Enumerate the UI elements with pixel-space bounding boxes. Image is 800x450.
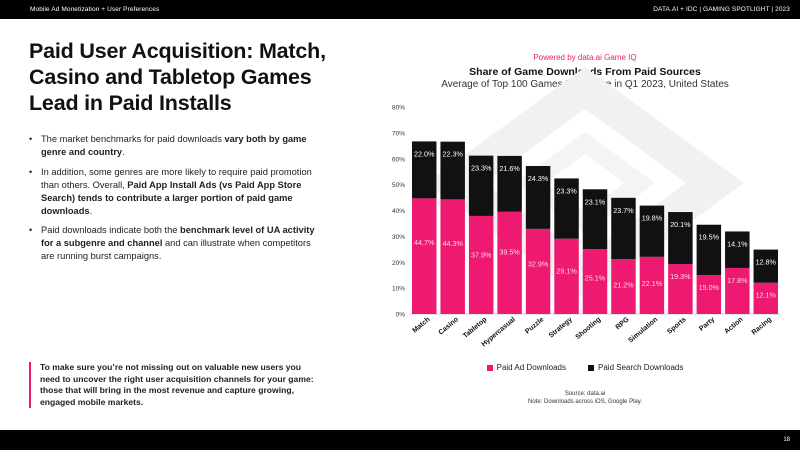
chart-area: Powered by data.ai Game IQ Share of Game… <box>380 48 790 418</box>
data-label-paid-ad: 22.1% <box>642 279 663 288</box>
legend-label-paid-ad: Paid Ad Downloads <box>496 363 566 372</box>
data-label-paid-search: 21.6% <box>499 164 520 173</box>
y-tick-label: 0% <box>396 312 406 319</box>
data-label-paid-ad: 19.3% <box>670 272 691 281</box>
data-label-paid-ad: 15.0% <box>699 283 720 292</box>
bar-paid-ad <box>411 198 437 314</box>
data-label-paid-ad: 12.1% <box>756 291 777 300</box>
page-number: 18 <box>783 437 790 443</box>
bar-paid-search <box>668 212 693 265</box>
legend-item-paid-ad: Paid Ad Downloads <box>486 363 566 372</box>
bullet-item: Paid downloads indicate both the benchma… <box>28 224 320 263</box>
data-label-paid-ad: 44.7% <box>414 238 435 247</box>
legend-item-paid-search: Paid Search Downloads <box>588 363 683 372</box>
source-note: Source: data.ai Note: Downloads across i… <box>380 390 790 406</box>
data-label-paid-search: 19.8% <box>642 214 663 223</box>
data-label-paid-ad: 29.1% <box>556 266 577 275</box>
data-label-paid-search: 23.3% <box>556 186 577 195</box>
data-label-paid-search: 22.3% <box>442 150 463 159</box>
data-label-paid-search: 23.3% <box>471 164 492 173</box>
bullet-item: The market benchmarks for paid downloads… <box>28 133 320 159</box>
bar-paid-search <box>468 155 494 216</box>
x-tick-label: Match <box>412 316 432 334</box>
bar-paid-search <box>696 224 722 276</box>
bar-paid-search <box>582 189 608 250</box>
stacked-bar-chart: 0% 10% 20% 30% 40% 50% 60% 70% 80% 44.7% 22.0% 44.… <box>392 66 780 348</box>
data-label-paid-search: 14.1% <box>727 239 748 248</box>
bar-paid-search <box>725 231 750 268</box>
legend-label-paid-search: Paid Search Downloads <box>598 363 684 372</box>
y-tick-label: 60% <box>392 156 405 163</box>
x-tick-label: Simulation <box>627 316 659 344</box>
report-brand-label: DATA.AI + IDC | GAMING SPOTLIGHT | 2023 <box>653 6 790 13</box>
bar-paid-search <box>497 155 522 212</box>
x-tick-label: Action <box>723 316 744 335</box>
data-label-paid-ad: 44.3% <box>442 239 463 248</box>
data-label-paid-search: 22.0% <box>414 149 435 158</box>
page-title: Paid User Acquisition: Match, Casino and… <box>29 39 326 115</box>
bar-paid-ad <box>525 228 551 314</box>
bar-paid-search <box>554 178 579 239</box>
bar-paid-search <box>525 165 551 229</box>
chart-legend: Paid Ad Downloads Paid Search Downloads <box>380 363 790 372</box>
bar-paid-ad <box>582 249 608 314</box>
bar-paid-ad <box>611 259 636 314</box>
y-tick-label: 10% <box>392 286 405 293</box>
bar-paid-search <box>411 141 437 199</box>
x-tick-label: Sports <box>666 316 688 336</box>
bar-paid-ad <box>725 267 750 314</box>
bar-paid-ad <box>696 275 722 314</box>
powered-by-label: Powered by data.ai Game IQ <box>533 53 637 62</box>
bar-paid-ad <box>554 238 579 314</box>
bar-paid-ad <box>668 264 693 314</box>
bar-paid-search <box>639 205 665 257</box>
data-label-paid-search: 24.3% <box>528 174 549 183</box>
data-label-paid-search: 20.1% <box>670 220 691 229</box>
x-tick-label: Casino <box>438 316 460 336</box>
x-tick-label: Strategy <box>548 316 574 339</box>
callout-box: To make sure you’re not missing out on v… <box>29 362 314 408</box>
bottom-bar: 18 <box>0 430 800 450</box>
bullet-item: In addition, some genres are more likely… <box>28 166 320 218</box>
legend-swatch-paid-search <box>588 364 594 371</box>
x-tick-label: Party <box>698 316 716 333</box>
data-label-paid-search: 23.1% <box>585 197 606 206</box>
y-tick-label: 80% <box>392 105 405 112</box>
bar-paid-ad <box>497 211 522 314</box>
data-label-paid-ad: 37.9% <box>471 250 492 259</box>
x-tick-label: Racing <box>751 316 773 336</box>
y-tick-label: 40% <box>392 208 405 215</box>
y-tick-label: 20% <box>392 260 405 267</box>
y-tick-label: 50% <box>392 182 405 189</box>
bar-paid-search <box>753 249 779 283</box>
data-label-paid-ad: 25.1% <box>585 274 606 283</box>
data-label-paid-ad: 39.5% <box>499 247 520 256</box>
y-tick-label: 30% <box>392 234 405 241</box>
data-label-paid-search: 23.7% <box>613 206 634 215</box>
data-label-paid-ad: 32.9% <box>528 259 549 268</box>
data-label-paid-search: 12.8% <box>756 258 777 267</box>
bar-paid-ad <box>440 199 465 314</box>
bar-paid-ad <box>468 215 494 314</box>
top-bar: Mobile Ad Monetization + User Preference… <box>0 0 800 19</box>
note-line: Note: Downloads across iOS, Google Play. <box>528 399 642 405</box>
y-tick-label: 70% <box>392 130 405 137</box>
data-label-paid-search: 19.5% <box>699 233 720 242</box>
report-section-label: Mobile Ad Monetization + User Preference… <box>30 6 160 13</box>
x-tick-label: Tabletop <box>462 316 488 340</box>
bar-paid-search <box>611 197 636 260</box>
bar-paid-ad <box>753 282 779 314</box>
x-tick-label: RPG <box>615 316 632 331</box>
source-line: Source: data.ai <box>564 391 606 397</box>
x-tick-label: Shooting <box>575 316 603 341</box>
bullet-list: The market benchmarks for paid downloads… <box>28 133 320 270</box>
x-tick-label: Puzzle <box>524 316 545 335</box>
data-label-paid-ad: 17.8% <box>727 276 748 285</box>
data-label-paid-ad: 21.2% <box>613 281 634 290</box>
legend-swatch-paid-ad <box>486 364 493 371</box>
bar-paid-ad <box>639 256 665 314</box>
bar-paid-search <box>440 141 465 200</box>
